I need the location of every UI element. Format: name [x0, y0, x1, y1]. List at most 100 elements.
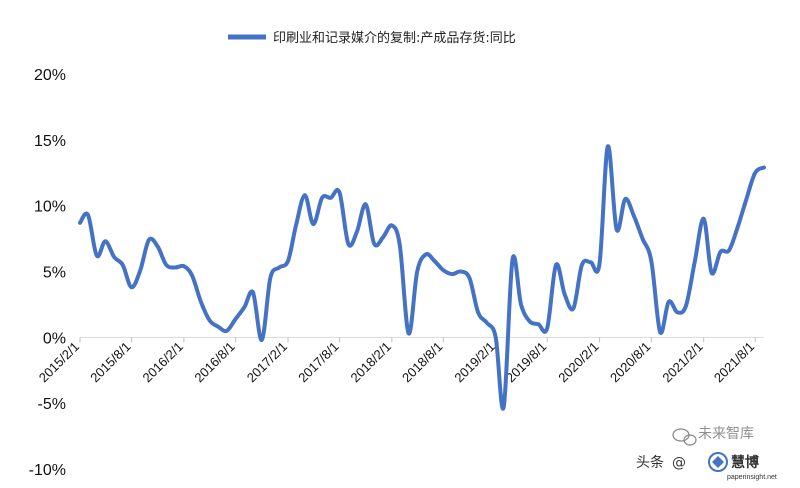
data-point — [121, 263, 125, 267]
data-point — [580, 263, 584, 267]
data-point — [589, 260, 593, 264]
data-point — [693, 259, 697, 263]
data-point — [407, 331, 411, 335]
watermark-at: @ — [672, 455, 686, 471]
watermark-source: 头条 — [636, 454, 664, 471]
data-point — [519, 302, 523, 306]
data-point — [459, 270, 463, 274]
data-point — [736, 225, 740, 229]
data-point — [494, 335, 498, 339]
data-point — [156, 245, 160, 249]
data-point — [424, 252, 428, 256]
data-point — [710, 271, 714, 275]
data-point — [511, 258, 515, 262]
data-point — [606, 144, 610, 148]
data-point — [294, 223, 298, 227]
data-point — [762, 166, 766, 170]
data-point — [112, 255, 116, 259]
x-tick-label: 2021/8/1 — [711, 339, 757, 385]
data-point — [719, 250, 723, 254]
y-tick-label: 20% — [34, 67, 66, 84]
wechat-icon — [672, 428, 697, 446]
data-point — [182, 264, 186, 268]
data-point — [502, 405, 506, 409]
data-point — [658, 330, 662, 334]
data-point — [243, 305, 247, 309]
data-point — [303, 193, 307, 197]
watermark: 头条 @ 未来智库 慧博 paperinsight.net — [636, 426, 777, 481]
data-point — [225, 329, 229, 333]
data-point — [623, 197, 627, 201]
x-tick-label: 2020/2/1 — [555, 339, 601, 385]
data-point — [667, 300, 671, 304]
data-point — [190, 274, 194, 278]
data-point — [320, 196, 324, 200]
data-point — [147, 238, 151, 242]
y-axis: 20% 15% 10% 5% 0% -5% -10% — [29, 67, 66, 479]
y-tick-label: 15% — [34, 133, 66, 150]
data-point — [727, 248, 731, 252]
data-point — [234, 317, 238, 321]
data-point — [355, 230, 359, 234]
data-point — [649, 259, 653, 263]
data-point — [415, 270, 419, 274]
x-tick-label: 2015/8/1 — [87, 339, 133, 385]
data-point — [164, 263, 168, 267]
data-point — [138, 268, 142, 272]
x-tick-label: 2016/2/1 — [140, 339, 186, 385]
data-point — [702, 217, 706, 221]
data-point — [450, 272, 454, 276]
data-point — [277, 266, 281, 270]
data-point — [390, 223, 394, 227]
data-point — [286, 259, 290, 263]
x-axis: 2015/2/1 2015/8/1 2016/2/1 2016/8/1 2017/2/1… — [36, 337, 757, 385]
data-point — [536, 322, 540, 326]
data-point — [676, 310, 680, 314]
data-point — [216, 325, 220, 329]
data-point — [753, 171, 757, 175]
x-tick-label: 2018/8/1 — [399, 339, 445, 385]
x-tick-label: 2018/2/1 — [348, 339, 394, 385]
data-point — [563, 292, 567, 296]
x-tick-label: 2021/2/1 — [659, 339, 705, 385]
site-logo-text: 慧博 — [731, 454, 759, 471]
data-point — [251, 291, 255, 295]
data-point — [398, 243, 402, 247]
data-point — [199, 300, 203, 304]
x-tick-label: 2017/8/1 — [295, 339, 341, 385]
data-point — [268, 276, 272, 280]
data-point — [632, 214, 636, 218]
data-point — [86, 213, 90, 217]
data-point — [78, 221, 82, 225]
data-point — [441, 268, 445, 272]
data-point — [208, 318, 212, 322]
y-tick-label: -10% — [29, 462, 66, 479]
data-point — [364, 202, 368, 206]
data-point — [744, 197, 748, 201]
data-point — [433, 259, 437, 263]
data-point — [346, 242, 350, 246]
x-tick-label: 2019/8/1 — [503, 339, 549, 385]
x-tick-label: 2017/2/1 — [244, 339, 290, 385]
data-point — [476, 310, 480, 314]
data-point — [598, 262, 602, 266]
data-point — [329, 196, 333, 200]
data-point — [381, 235, 385, 239]
data-point — [372, 242, 376, 246]
series-line — [78, 144, 766, 411]
data-point — [338, 191, 342, 195]
data-point — [260, 338, 264, 342]
data-point — [95, 254, 99, 258]
data-point — [545, 326, 549, 330]
watermark-site: paperinsight.net — [727, 474, 777, 481]
x-tick-label: 2019/2/1 — [451, 339, 497, 385]
x-tick-label: 2016/8/1 — [191, 339, 237, 385]
data-point — [468, 276, 472, 280]
data-point — [528, 320, 532, 324]
legend: 印刷业和记录媒介的复制:产成品存货:同比 — [228, 30, 516, 46]
y-tick-label: 0% — [43, 330, 66, 347]
data-point — [615, 227, 619, 231]
data-point — [571, 306, 575, 310]
data-point — [173, 266, 177, 270]
data-point — [311, 222, 315, 226]
